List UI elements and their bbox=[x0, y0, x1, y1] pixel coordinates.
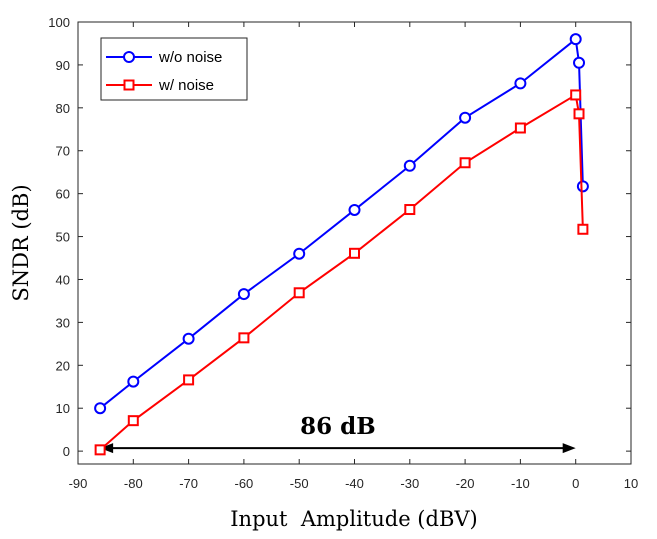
data-point bbox=[459, 157, 471, 169]
y-tick-label: 30 bbox=[56, 315, 70, 330]
data-point bbox=[570, 89, 582, 101]
x-tick-label: -60 bbox=[235, 476, 254, 491]
y-tick-label: 0 bbox=[63, 444, 70, 459]
x-tick-label: -20 bbox=[456, 476, 475, 491]
data-point bbox=[293, 287, 305, 299]
legend-label-wo-noise: w/o noise bbox=[158, 49, 222, 66]
y-tick-label: 40 bbox=[56, 272, 70, 287]
data-point bbox=[459, 111, 472, 124]
legend-label-w-noise: w/ noise bbox=[158, 77, 214, 94]
data-point bbox=[94, 444, 106, 456]
data-point bbox=[514, 122, 526, 134]
data-point bbox=[94, 402, 107, 415]
data-point bbox=[577, 223, 589, 235]
x-tick-label: 10 bbox=[624, 476, 638, 491]
x-tick-label: -30 bbox=[400, 476, 419, 491]
x-axis-label: Input Amplitude (dBV) bbox=[230, 507, 477, 531]
data-point bbox=[573, 108, 585, 120]
y-tick-label: 20 bbox=[56, 358, 70, 373]
legend-marker-wo-noise bbox=[123, 51, 135, 63]
data-point bbox=[404, 204, 416, 216]
range-annotation-label: 86 dB bbox=[300, 413, 376, 440]
data-point bbox=[127, 375, 140, 388]
data-point bbox=[183, 374, 195, 386]
data-point bbox=[238, 332, 250, 344]
data-point bbox=[573, 56, 586, 69]
data-point bbox=[127, 415, 139, 427]
data-point bbox=[514, 77, 527, 90]
data-point bbox=[182, 332, 195, 345]
y-tick-label: 100 bbox=[48, 15, 70, 30]
data-point bbox=[576, 180, 589, 193]
data-point bbox=[349, 247, 360, 259]
x-tick-label: -40 bbox=[345, 476, 364, 491]
range-annotation: 86 dB bbox=[100, 413, 576, 454]
axis-ticks: -90 -80 -70 -60 -50 -40 -30 -20 -10 0 100102030405… bbox=[48, 15, 638, 491]
y-tick-label: 10 bbox=[56, 401, 70, 416]
y-tick-label: 60 bbox=[56, 187, 70, 202]
x-tick-label: 0 bbox=[572, 476, 579, 491]
range-arrow-head-left bbox=[100, 443, 114, 454]
data-point bbox=[237, 288, 250, 301]
legend-marker-w-noise bbox=[123, 79, 135, 91]
x-tick-label: -90 bbox=[69, 476, 88, 491]
data-point bbox=[569, 33, 582, 46]
data-point bbox=[403, 159, 416, 172]
y-tick-label: 80 bbox=[56, 101, 70, 116]
x-tick-label: -70 bbox=[179, 476, 198, 491]
data-point bbox=[293, 247, 306, 260]
range-arrow-head-right bbox=[562, 443, 576, 454]
legend: w/o noise w/ noise bbox=[100, 37, 248, 101]
x-tick-label: -10 bbox=[511, 476, 530, 491]
series-group bbox=[94, 33, 589, 456]
data-point bbox=[348, 203, 361, 216]
y-tick-label: 90 bbox=[56, 58, 70, 73]
y-tick-label: 70 bbox=[56, 144, 70, 159]
y-axis-label: SNDR (dB) bbox=[9, 184, 33, 301]
y-tick-label: 50 bbox=[56, 230, 70, 245]
x-tick-label: -80 bbox=[124, 476, 143, 491]
x-tick-label: -50 bbox=[290, 476, 309, 491]
